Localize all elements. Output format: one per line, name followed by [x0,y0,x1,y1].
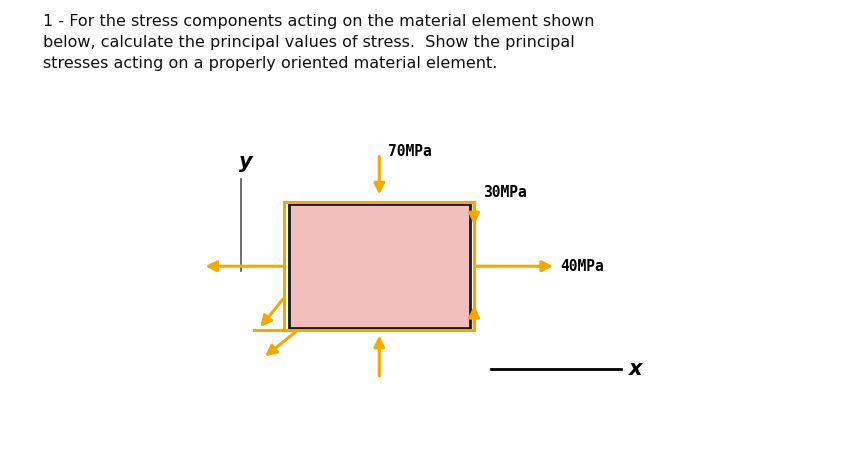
Text: x: x [629,359,642,380]
Text: 40MPa: 40MPa [560,259,604,274]
Text: 1 - For the stress components acting on the material element shown
below, calcul: 1 - For the stress components acting on … [43,14,594,71]
Bar [288,204,469,328]
Text: y: y [238,152,252,172]
Text: 70MPa: 70MPa [387,144,431,159]
Text: 30MPa: 30MPa [482,185,526,200]
